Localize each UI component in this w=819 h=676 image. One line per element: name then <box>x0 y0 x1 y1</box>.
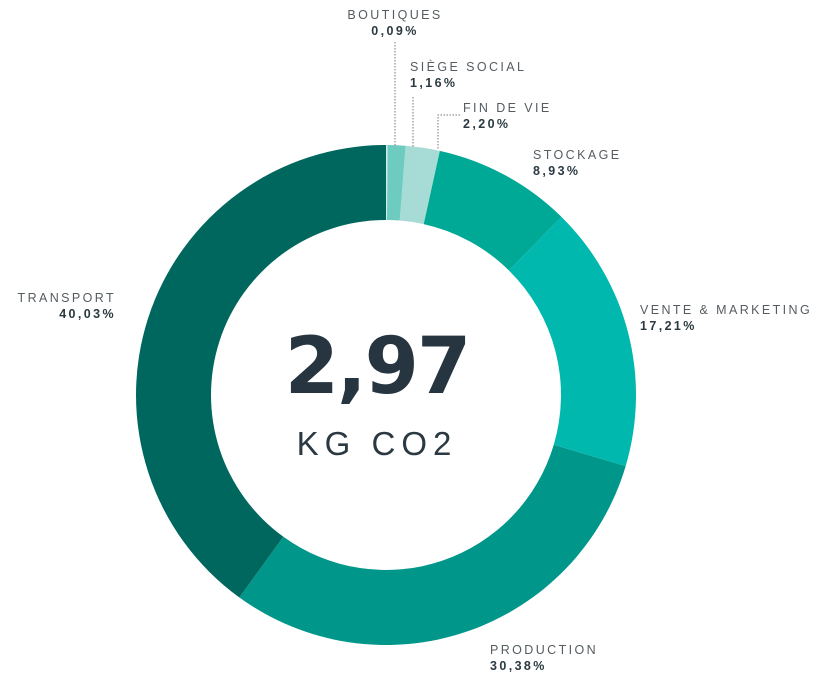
segment-label: SIÈGE SOCIAL <box>410 59 526 74</box>
donut-segment <box>386 145 388 221</box>
segment-label: TRANSPORT <box>18 291 116 305</box>
leader-line <box>437 114 460 150</box>
segment-value: 8,93% <box>533 164 580 178</box>
segment-label: STOCKAGE <box>533 148 621 162</box>
segment-label: FIN DE VIE <box>463 101 552 115</box>
segment-value: 1,16% <box>410 76 457 90</box>
donut-segment <box>423 150 562 271</box>
donut-segment <box>386 145 406 221</box>
segment-value: 2,20% <box>463 117 510 131</box>
donut-segment <box>399 145 440 225</box>
donut-segment <box>136 145 386 598</box>
segment-value: 40,03% <box>59 307 116 321</box>
center-value: 2,97 <box>285 322 469 412</box>
segment-label: BOUTIQUES <box>347 8 442 22</box>
segment-label: PRODUCTION <box>490 643 598 657</box>
center-unit: KG CO2 <box>297 425 458 462</box>
segment-value: 0,09% <box>371 24 418 38</box>
segment-value: 30,38% <box>490 659 547 673</box>
donut-segment <box>239 444 626 645</box>
segment-value: 17,21% <box>640 319 697 333</box>
segment-label: VENTE & MARKETING <box>640 303 812 317</box>
donut-segment <box>508 216 636 467</box>
